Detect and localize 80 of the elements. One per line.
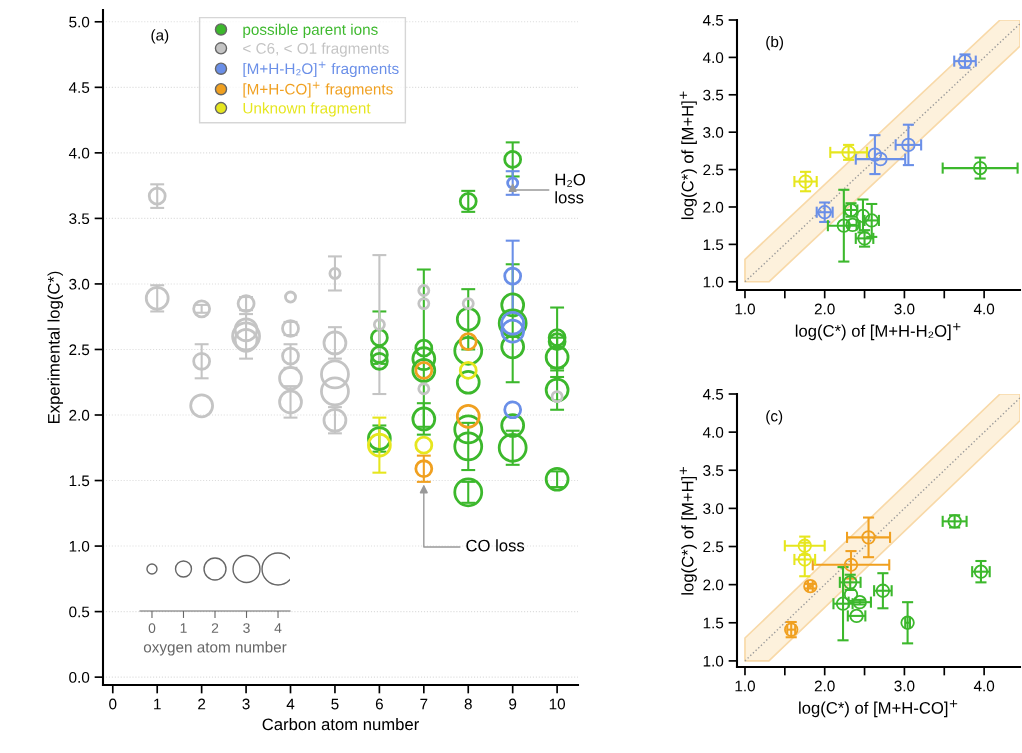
annotation: 0 [148,623,156,634]
y-axis-title: log(C*) of [M+H]$^{+}$ [679,91,697,220]
x-tick-label: 1.0 [735,680,755,692]
y-tick-label: 2.5 [703,164,724,176]
y-tick-label: 5.0 [69,16,90,28]
y-tick-label: 2.0 [69,409,90,421]
y-tick-label: 3.0 [703,127,724,138]
annotation: 2 [211,623,219,633]
y-tick-label: 3.0 [69,278,90,290]
legend-label: [M+H-H₂O]$^{+}$ fragments [243,61,399,78]
y-tick-label: 4.0 [702,52,724,64]
x-tick-label: 4 [286,698,295,710]
x-tick-label: 1 [154,698,161,710]
point [901,137,916,153]
y-tick-label: 3.5 [703,89,724,101]
x-tick-label: 2 [198,698,206,710]
x-tick-label: 0 [109,698,117,710]
x-tick-label: 7 [420,698,428,710]
x-tick-label: 6 [375,698,383,710]
x-tick-label: 10 [549,698,566,710]
legend-label: possible parent ions [243,23,378,38]
y-tick-label: 2.0 [703,579,724,591]
text: (c) [766,410,783,425]
x-tick-label: 8 [464,698,472,710]
y-tick-label: 1.5 [69,475,90,487]
x-tick-label: 2.0 [814,303,835,315]
annotation: 4 [274,623,282,633]
x-tick-label: 9 [509,698,517,710]
y-axis-title: Experimental log(C*) [47,271,64,424]
y-tick-label: 0.5 [69,606,90,618]
x-tick-label: 4.0 [973,303,995,315]
x-tick-label: 1.0 [735,303,755,315]
y-tick-label: 4.0 [68,147,90,159]
annotation: 1 [180,623,187,633]
y-tick-label: 1.0 [703,655,724,667]
y-tick-label: 4.0 [702,427,724,438]
y-tick-label: 3.5 [703,465,724,476]
annotation: oxygen atom number [143,641,287,656]
x-axis-title: log(C*) of [M+H-H₂O]$^{+}$ [795,322,961,341]
y-tick-label: 0.0 [69,672,90,683]
y-tick-label: 1.0 [703,276,724,288]
point [861,530,876,545]
point [873,151,888,167]
text: (b) [766,35,784,51]
y-tick-label: 3.0 [703,503,724,515]
x-tick-label: 3.0 [894,680,915,692]
annotation: H₂O loss [555,173,586,204]
y-tick-label: 4.5 [702,389,724,400]
y-tick-label: 2.0 [703,201,724,213]
x-axis-title: Carbon atom number [262,717,419,731]
text: (a) [151,29,169,44]
x-tick-label: 3 [242,698,250,710]
x-axis-title: log(C*) of [M+H-CO]$^{+}$ [799,699,958,718]
x-tick-label: 4.0 [973,680,995,692]
point [867,147,883,162]
legend-label: < C6, < O1 fragments [243,42,389,57]
legend-label: Unknown fragment [243,102,371,117]
point [972,160,988,176]
point [803,579,818,594]
y-tick-label: 1.0 [69,540,90,552]
x-tick-label: 2.0 [814,680,835,692]
y-tick-label: 2.5 [69,344,90,356]
y-tick-label: 4.5 [702,15,724,26]
point [798,174,813,189]
annotation: 3 [243,623,250,634]
y-tick-label: 3.5 [69,213,90,225]
y-tick-label: 2.5 [703,541,724,553]
point [843,587,859,602]
point [843,557,859,572]
y-tick-label: 1.5 [703,239,724,251]
y-axis-title: log(C*) of [M+H]$^{+}$ [679,467,697,595]
point [797,552,812,567]
y-tick-label: 4.5 [68,82,90,94]
x-tick-label: 5 [331,698,339,710]
annotation: CO loss [466,539,525,552]
point [855,208,871,224]
legend-label: [M+H-CO]$^{+}$ fragments [243,81,393,98]
y-tick-label: 1.5 [703,617,724,629]
x-tick-label: 3.0 [894,303,915,315]
point [900,615,915,630]
